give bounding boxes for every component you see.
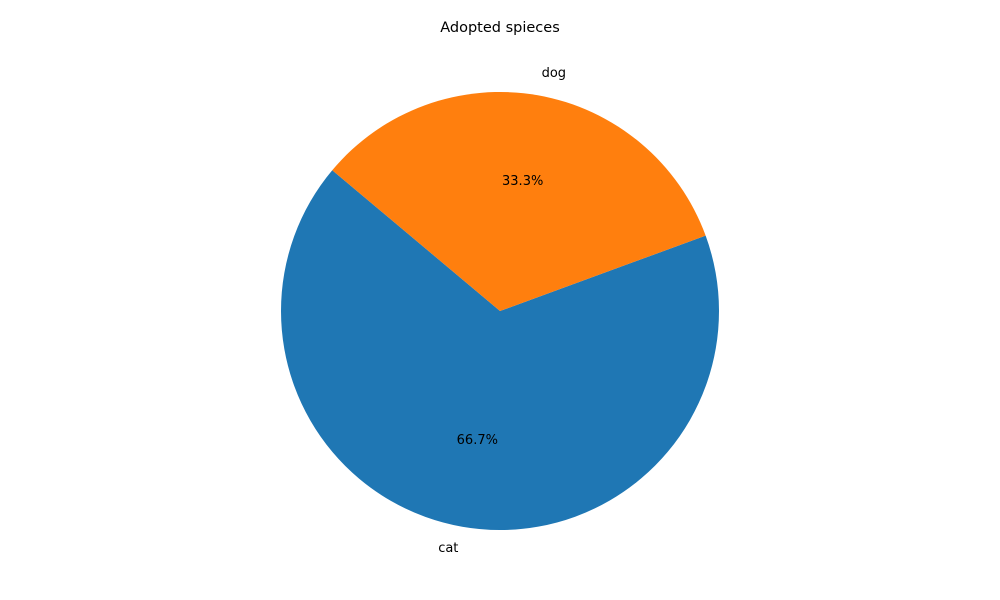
chart-title: Adopted spieces xyxy=(440,20,560,36)
pie-slice-dog xyxy=(332,92,706,311)
pie-slices xyxy=(281,92,720,531)
pie-labels: 66.7% cat 33.3% dog xyxy=(438,66,566,556)
pie-slice-cat xyxy=(281,170,720,531)
pct-label-dog: 33.3% xyxy=(502,174,543,189)
category-label-cat: cat xyxy=(438,541,458,556)
category-label-dog: dog xyxy=(542,66,566,81)
pct-label-cat: 66.7% xyxy=(457,433,498,448)
